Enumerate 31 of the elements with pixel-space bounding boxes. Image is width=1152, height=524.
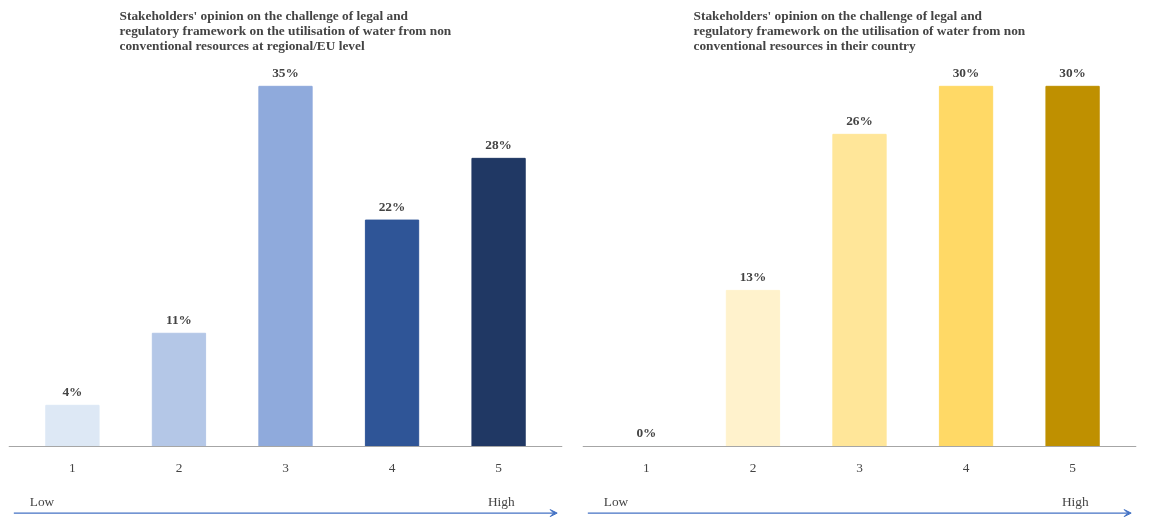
data-label: 30% xyxy=(952,65,980,81)
bar xyxy=(45,404,100,447)
data-label: 28% xyxy=(485,137,512,153)
data-label: 0% xyxy=(636,425,657,441)
data-label: 13% xyxy=(739,269,767,285)
text: Low xyxy=(603,494,629,510)
x-tick-label: 5 xyxy=(495,460,503,476)
text: High xyxy=(1061,494,1089,510)
x-tick-label: 2 xyxy=(175,460,183,476)
x-tick-label: 3 xyxy=(282,460,290,476)
data-label: 4% xyxy=(62,384,83,400)
bar xyxy=(364,219,420,447)
data-label: 30% xyxy=(1059,65,1086,81)
x-tick-label: 1 xyxy=(69,460,76,476)
chart-title: Stakeholders' opinion on the challenge of legal and regulatory framework on the utilisation of water from non conventional resources in their country xyxy=(693,7,1026,53)
x-tick-label: 5 xyxy=(1069,460,1077,476)
x-tick-label: 2 xyxy=(749,460,757,476)
x-tick-label: 1 xyxy=(643,460,650,476)
bar xyxy=(471,157,526,447)
x-tick-label: 3 xyxy=(856,460,864,476)
data-label: 22% xyxy=(378,199,406,215)
x-tick-label: 4 xyxy=(388,460,396,476)
bar xyxy=(151,332,207,447)
data-label: 26% xyxy=(846,113,873,129)
text: High xyxy=(487,494,515,510)
x-tick-label: 4 xyxy=(962,460,970,476)
chart-title: Stakeholders' opinion on the challenge of legal and regulatory framework on the utilisation of water from non conventional resources at regional/EU level xyxy=(119,7,452,53)
data-label: 11% xyxy=(166,312,192,328)
data-label: 35% xyxy=(272,65,299,81)
text: Low xyxy=(29,494,55,510)
bar xyxy=(258,85,313,447)
